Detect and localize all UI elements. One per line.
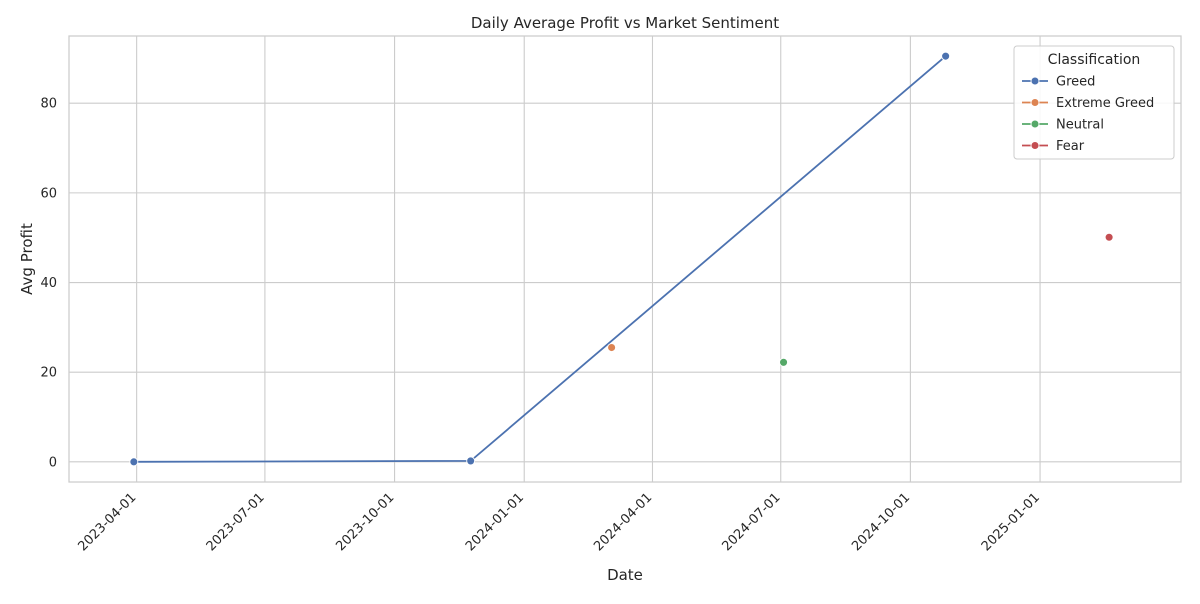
legend-item: Greed [1022,75,1095,90]
x-tick-label: 2023-04-01 [75,490,139,554]
legend-items: Greed Extreme Greed Neutral Fear [1022,75,1154,154]
legend-title: Classification [1048,52,1141,68]
legend-label: Extreme Greed [1056,96,1154,111]
legend-item: Extreme Greed [1022,96,1154,111]
series-neutral [779,357,789,367]
y-axis-label: Avg Profit [18,223,36,295]
series-layer [129,51,1114,467]
y-tick-label: 80 [40,97,57,112]
x-tick-label: 2024-01-01 [463,490,527,554]
legend-marker [1030,98,1040,107]
legend-item: Fear [1022,139,1085,154]
y-tick-label: 0 [49,455,57,470]
x-axis-label: Date [607,566,643,584]
y-tick-label: 20 [40,366,57,381]
legend-label: Fear [1056,139,1085,154]
legend-box [1013,45,1175,160]
data-point [466,456,476,466]
x-ticks: 2023-04-01 2023-07-01 2023-10-01 2024-01-01… [75,490,1042,554]
legend: Classification Greed Extreme Greed Neutral… [1013,45,1175,160]
x-tick-label: 2024-10-01 [849,490,913,554]
series-extreme-greed [607,343,617,352]
data-point [129,457,139,467]
x-tick-label: 2023-07-01 [204,490,268,554]
legend-label: Greed [1056,75,1095,90]
x-tick-label: 2024-04-01 [591,490,655,554]
x-tick-label: 2023-10-01 [333,490,397,554]
legend-item: Neutral [1022,118,1104,133]
data-point [941,51,951,61]
data-point [1104,232,1114,242]
chart-title: Daily Average Profit vs Market Sentiment [471,14,779,32]
legend-marker [1030,119,1040,129]
y-tick-label: 40 [40,276,57,291]
legend-label: Neutral [1056,118,1104,133]
y-tick-label: 60 [40,186,57,201]
series-greed [129,51,951,467]
data-point [607,343,617,352]
x-tick-label: 2024-07-01 [720,490,784,554]
plot-area [68,35,1182,483]
x-tick-label: 2025-01-01 [979,490,1043,554]
legend-marker [1030,141,1040,150]
series-fear [1104,232,1114,242]
legend-marker [1030,76,1040,86]
data-point [779,357,789,367]
y-ticks: 0 20 40 60 80 [40,97,57,471]
